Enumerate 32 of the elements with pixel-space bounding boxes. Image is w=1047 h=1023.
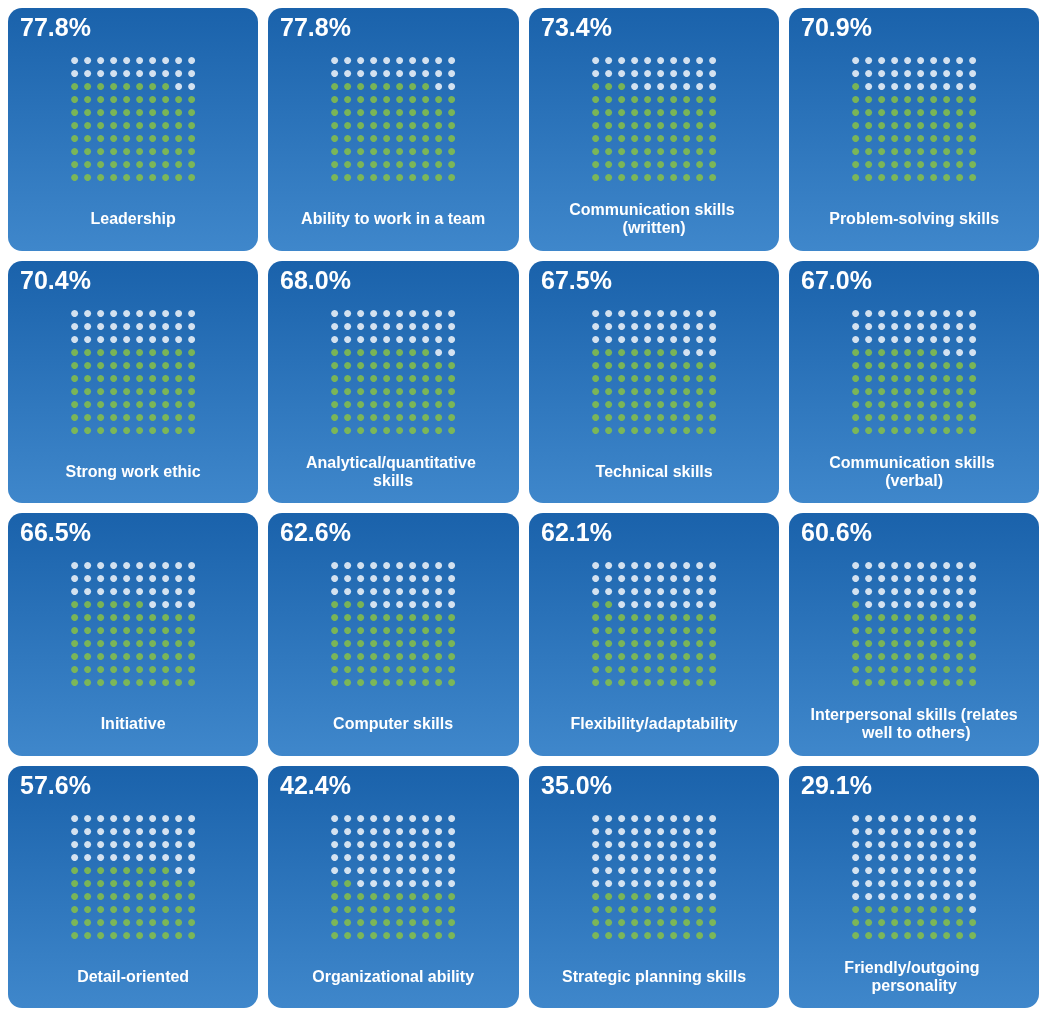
data-label: 62.6%	[280, 517, 352, 546]
data-label: 67.0%	[800, 265, 872, 293]
data-label: 60.6%	[800, 517, 872, 546]
category-label: Leadership	[90, 210, 177, 227]
data-label: 66.5%	[20, 517, 91, 546]
category-label: Organizational ability	[312, 967, 475, 985]
data-label: 73.4%	[540, 12, 612, 41]
category-label: Analytical/quantitative skills	[306, 453, 481, 489]
data-label: 62.1%	[540, 517, 612, 546]
category-label: Problem-solving skills	[828, 210, 999, 227]
category-label: Ability to work in a team	[301, 210, 486, 227]
data-label: 68.0%	[280, 265, 352, 293]
data-label: 57.6%	[20, 770, 91, 798]
category-label: Communication skills (written)	[568, 201, 739, 236]
category-label: Friendly/outgoing personality	[844, 958, 984, 994]
category-label: Initiative	[100, 715, 166, 732]
category-label: Communication skills (verbal)	[828, 453, 999, 489]
data-label: 35.0%	[540, 770, 612, 798]
category-label: Technical skills	[595, 462, 713, 480]
data-label: 70.9%	[800, 12, 872, 41]
category-label: Detail-oriented	[77, 967, 190, 985]
category-label: Strong work ethic	[65, 462, 201, 480]
data-label: 42.4%	[280, 770, 352, 798]
category-label: Interpersonal skills (relates well to others)	[810, 706, 1018, 741]
category-label: Flexibility/adaptability	[570, 715, 738, 732]
category-label: Strategic planning skills	[561, 967, 746, 985]
data-label: 67.5%	[540, 265, 612, 293]
category-label: Computer skills	[333, 715, 454, 732]
data-label: 29.1%	[800, 770, 872, 798]
data-label: 77.8%	[280, 12, 352, 41]
data-label: 77.8%	[20, 12, 91, 41]
data-label: 70.4%	[20, 265, 91, 293]
